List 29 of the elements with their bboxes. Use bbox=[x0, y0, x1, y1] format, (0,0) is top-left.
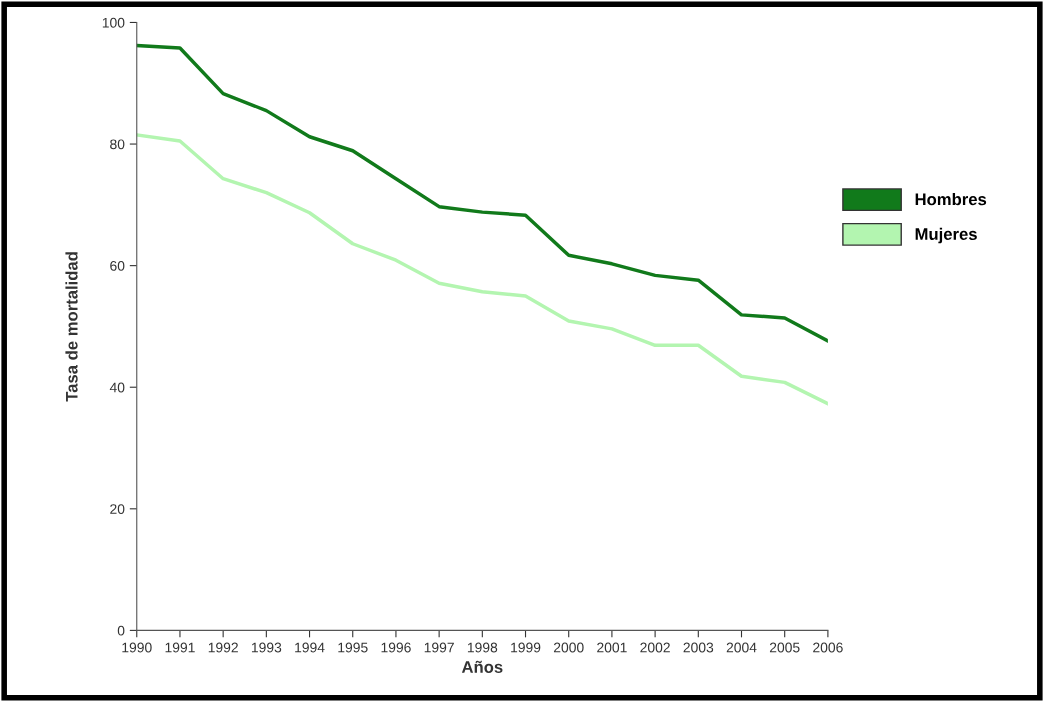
x-tick-label: 2001 bbox=[597, 642, 627, 653]
x-tick-label: 2005 bbox=[769, 642, 800, 653]
x-tick-label: 2004 bbox=[726, 642, 757, 653]
x-tick-label: 1999 bbox=[511, 642, 541, 653]
x-tick-label: 1991 bbox=[165, 642, 195, 653]
x-tick-label: 1993 bbox=[251, 642, 282, 653]
y-tick-label: 20 bbox=[110, 504, 125, 514]
x-tick-label: 2002 bbox=[640, 642, 670, 653]
y-axis-title: Tasa de mortalidad bbox=[65, 252, 78, 402]
x-tick-label: 1990 bbox=[122, 642, 152, 653]
x-tick-label: 2000 bbox=[553, 642, 584, 653]
y-tick-label: 80 bbox=[110, 139, 125, 150]
x-tick-label: 1994 bbox=[295, 642, 325, 653]
x-tick-label: 1996 bbox=[381, 642, 411, 653]
legend-label: Mujeres bbox=[915, 227, 977, 244]
legend-label: Hombres bbox=[915, 193, 987, 206]
line-series bbox=[136, 43, 828, 343]
x-axis-title: Años bbox=[461, 660, 503, 673]
line-series bbox=[136, 133, 828, 406]
y-tick-label: 40 bbox=[109, 382, 125, 393]
x-tick-label: 2003 bbox=[683, 642, 714, 653]
y-tick-label: 100 bbox=[102, 17, 125, 28]
x-tick-label: 1995 bbox=[338, 642, 368, 653]
x-tick-label: 1997 bbox=[424, 642, 454, 653]
x-tick-label: 1992 bbox=[208, 642, 238, 653]
x-tick-label: 2006 bbox=[813, 642, 843, 653]
y-tick-label: 60 bbox=[110, 260, 125, 271]
y-tick-label: 0 bbox=[117, 625, 125, 636]
x-tick-label: 1998 bbox=[467, 642, 498, 653]
